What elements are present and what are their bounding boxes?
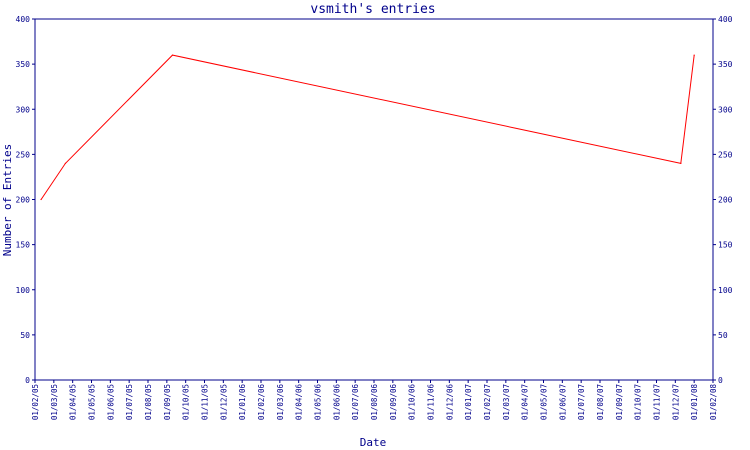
x-tick-label: 01/07/07	[577, 384, 586, 420]
x-tick-label: 01/12/06	[445, 384, 454, 421]
x-tick-label: 01/09/06	[389, 384, 398, 421]
x-tick-label: 01/06/07	[558, 384, 567, 420]
x-tick-label: 01/09/07	[615, 384, 624, 420]
y-tick-label-left: 100	[16, 286, 31, 295]
y-tick-label-right: 200	[718, 196, 733, 205]
data-point	[171, 54, 174, 56]
x-tick-label: 01/11/06	[427, 384, 436, 421]
chart-title: vsmith's entries	[310, 2, 435, 17]
y-tick-label-left: 200	[16, 196, 31, 205]
x-tick-label: 01/03/05	[50, 384, 59, 420]
y-tick-label-right: 0	[718, 376, 723, 385]
y-axis-label: Number of Entries	[1, 144, 14, 257]
x-tick-label: 01/06/06	[332, 384, 341, 421]
plot-area: 0 0 50 50 100 100 150 150 200 200 250 250 300 300 350 3…	[16, 15, 733, 420]
x-tick-label: 01/06/05	[106, 384, 115, 420]
y-tick-label-right: 350	[718, 60, 733, 69]
x-tick-label: 01/11/05	[201, 384, 210, 420]
x-tick-label: 01/05/05	[88, 384, 97, 420]
x-tick-label: 01/05/07	[540, 384, 549, 420]
x-tick-label: 01/03/06	[276, 384, 285, 421]
x-tick-label: 01/04/05	[69, 384, 78, 420]
x-tick-label: 01/02/07	[483, 384, 492, 420]
x-tick-label: 01/08/06	[370, 384, 379, 421]
y-tick-label-left: 400	[16, 15, 31, 24]
data-point	[64, 162, 66, 164]
y-tick-label-left: 0	[25, 376, 30, 385]
data-point	[680, 162, 682, 164]
x-tick-label: 01/02/06	[257, 384, 266, 421]
x-tick-label: 01/09/05	[163, 384, 172, 420]
x-axis-label: Date	[360, 436, 387, 449]
x-tick-label: 01/03/07	[502, 384, 511, 420]
x-tick-label: 01/07/05	[125, 384, 134, 420]
x-tick-label: 01/01/06	[238, 384, 247, 421]
x-tick-label: 01/01/07	[464, 384, 473, 420]
x-tick-label: 01/11/07	[653, 384, 662, 420]
x-tick-label: 01/08/05	[144, 384, 153, 420]
x-tick-label: 01/08/07	[596, 384, 605, 420]
series-line	[40, 54, 695, 200]
x-tick-label: 01/10/05	[182, 384, 191, 420]
y-tick-label-right: 250	[718, 150, 733, 159]
x-tick-label: 01/07/06	[351, 384, 360, 421]
x-tick-label: 01/12/05	[219, 384, 228, 420]
x-tick-label: 01/04/07	[521, 384, 530, 420]
y-tick-label-left: 350	[16, 60, 31, 69]
x-tick-label: 01/02/08	[709, 384, 718, 421]
x-tick-label: 01/02/05	[31, 384, 40, 420]
y-tick-label-left: 300	[16, 105, 31, 114]
x-tick-label: 01/01/08	[690, 384, 699, 421]
y-tick-label-left: 250	[16, 150, 31, 159]
x-tick-label: 01/10/06	[408, 384, 417, 421]
x-tick-label: 01/05/06	[314, 384, 323, 421]
data-point	[40, 198, 42, 201]
y-tick-label-left: 150	[16, 241, 31, 250]
data-point	[693, 54, 695, 56]
y-tick-label-right: 300	[718, 105, 733, 114]
x-tick-label: 01/12/07	[671, 384, 680, 420]
x-tick-label: 01/04/06	[295, 384, 304, 421]
y-tick-label-right: 400	[718, 15, 733, 24]
y-tick-label-left: 50	[20, 331, 30, 340]
x-tick-label: 01/10/07	[634, 384, 643, 420]
y-tick-label-right: 50	[718, 331, 728, 340]
y-tick-label-right: 150	[718, 241, 733, 250]
y-tick-label-right: 100	[718, 286, 733, 295]
